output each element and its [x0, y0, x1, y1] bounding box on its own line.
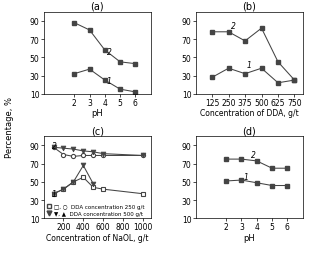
Text: 2: 2	[231, 22, 236, 31]
X-axis label: pH: pH	[91, 109, 103, 118]
Text: 2: 2	[251, 151, 256, 160]
X-axis label: Concentration of DDA, g/t: Concentration of DDA, g/t	[200, 109, 299, 118]
Title: (b): (b)	[242, 2, 256, 12]
Text: 2: 2	[52, 142, 57, 151]
X-axis label: pH: pH	[243, 233, 255, 242]
Text: 1: 1	[247, 61, 252, 70]
Title: (a): (a)	[90, 2, 104, 12]
Title: (c): (c)	[91, 126, 104, 136]
Title: (d): (d)	[242, 126, 256, 136]
X-axis label: Concentration of NaOL, g/t: Concentration of NaOL, g/t	[46, 233, 149, 242]
Legend: □, ○  DDA concentration 250 g/t, ▼, ▲  DDA concentration 500 g/t: □, ○ DDA concentration 250 g/t, ▼, ▲ DDA…	[46, 204, 144, 216]
Text: Percentage, %: Percentage, %	[5, 97, 14, 157]
Text: 1: 1	[52, 189, 57, 198]
Text: 2: 2	[107, 47, 112, 56]
Text: 1: 1	[244, 172, 249, 181]
Text: 1: 1	[107, 76, 112, 85]
